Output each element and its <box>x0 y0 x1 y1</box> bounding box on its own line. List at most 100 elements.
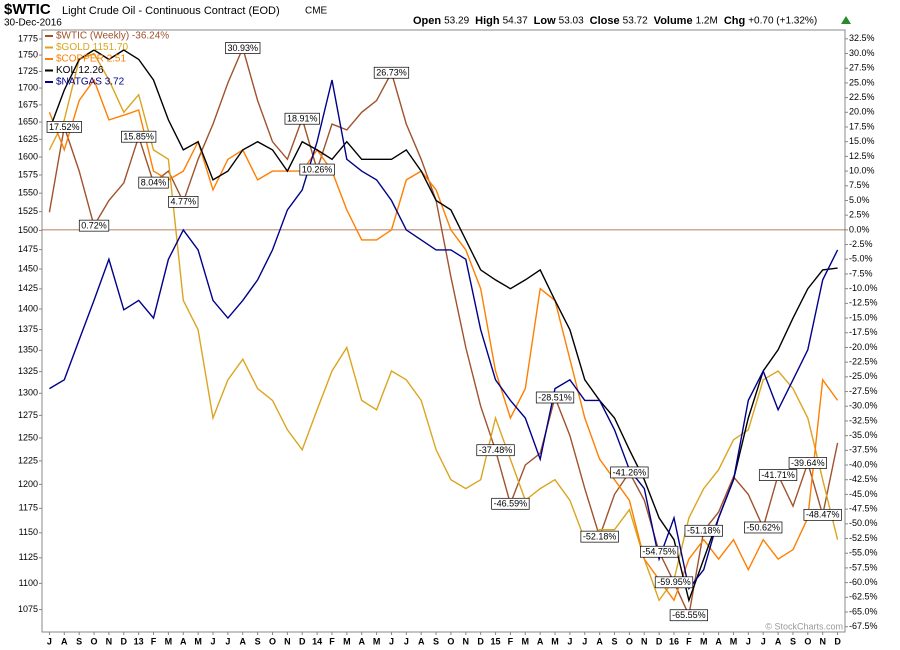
y2-tick-label: -40.0% <box>849 459 878 469</box>
quote-label: Volume <box>654 15 693 27</box>
x-tick-label: J <box>582 636 587 646</box>
x-tick-label: S <box>255 636 261 646</box>
y-tick-label: 1450 <box>18 263 38 273</box>
y2-tick-label: 7.5% <box>849 180 870 190</box>
x-tick-label: M <box>194 636 202 646</box>
value-label: -39.64% <box>791 458 825 468</box>
x-tick-label: M <box>165 636 173 646</box>
y2-tick-label: -12.5% <box>849 298 878 308</box>
value-label-box <box>744 521 783 534</box>
quote-value: 53.03 <box>559 16 584 27</box>
y-tick-label: 1375 <box>18 324 38 334</box>
y2-tick-label: 17.5% <box>849 121 875 131</box>
value-label-box <box>121 130 157 143</box>
y-tick-label: 1100 <box>19 578 38 588</box>
quote-label: Chg <box>724 15 745 27</box>
x-tick-label: F <box>686 636 692 646</box>
value-label-box <box>491 497 530 510</box>
value-label: -37.48% <box>479 445 513 455</box>
value-label: -54.75% <box>642 547 676 557</box>
value-label: 10.26% <box>302 164 333 174</box>
x-tick-label: M <box>343 636 351 646</box>
y-tick-label: 1525 <box>18 206 38 216</box>
x-tick-label: S <box>612 636 618 646</box>
y-tick-label: 1175 <box>19 503 38 513</box>
legend-label: $COPPER 2.51 <box>56 54 126 65</box>
x-tick-label: J <box>389 636 394 646</box>
x-tick-label: S <box>433 636 439 646</box>
value-label: -51.18% <box>687 526 721 536</box>
x-tick-label: M <box>700 636 708 646</box>
y2-tick-label: -32.5% <box>849 415 878 425</box>
y-tick-label: 1700 <box>18 82 38 92</box>
legend-label: $GOLD 1151.70 <box>56 42 129 53</box>
value-label: -46.59% <box>494 499 528 509</box>
y2-tick-label: 30.0% <box>849 48 875 58</box>
y2-tick-label: -67.5% <box>849 621 878 631</box>
y-tick-label: 1250 <box>18 432 38 442</box>
y2-tick-label: -5.0% <box>849 254 873 264</box>
y-tick-label: 1225 <box>18 455 38 465</box>
y2-tick-label: -65.0% <box>849 606 878 616</box>
x-tick-label: A <box>715 636 722 646</box>
y2-tick-label: 2.5% <box>849 210 870 220</box>
x-tick-label: A <box>358 636 365 646</box>
value-label: -52.18% <box>583 532 617 542</box>
y2-tick-label: -2.5% <box>849 239 873 249</box>
value-label: 26.73% <box>376 68 407 78</box>
x-tick-label: J <box>225 636 230 646</box>
x-tick-label: D <box>121 636 128 646</box>
x-tick-label: A <box>775 636 782 646</box>
quote-label: Open <box>413 15 441 27</box>
value-label: -41.26% <box>613 467 647 477</box>
y2-tick-label: 0.0% <box>849 224 870 234</box>
up-arrow <box>841 16 851 24</box>
y2-tick-label: -55.0% <box>849 548 878 558</box>
y-tick-label: 1400 <box>18 303 38 313</box>
series-line <box>48 52 839 602</box>
y2-tick-label: 27.5% <box>849 63 875 73</box>
y2-tick-label: 15.0% <box>849 136 875 146</box>
y2-tick-label: 10.0% <box>849 165 875 175</box>
y-tick-label: 1500 <box>18 225 38 235</box>
x-tick-label: A <box>596 636 603 646</box>
value-label-box <box>803 508 842 521</box>
y-tick-label: 1200 <box>18 479 38 489</box>
value-label: 17.52% <box>49 122 80 132</box>
y-tick-label: 1775 <box>18 33 38 43</box>
x-tick-label: J <box>47 636 52 646</box>
legend-label: $NATGAS 3.72 <box>56 77 125 88</box>
value-label-box <box>138 176 169 189</box>
y-tick-label: 1125 <box>19 552 38 562</box>
x-tick-label: M <box>373 636 381 646</box>
x-tick-label: O <box>447 636 454 646</box>
value-label-box <box>373 66 410 79</box>
x-tick-label: A <box>418 636 425 646</box>
y-tick-label: 1625 <box>18 134 38 144</box>
x-tick-label: A <box>240 636 247 646</box>
y2-tick-label: -50.0% <box>849 518 878 528</box>
x-tick-label: J <box>404 636 409 646</box>
x-tick-label: O <box>269 636 276 646</box>
value-label: -65.55% <box>672 610 706 620</box>
y2-tick-label: -22.5% <box>849 357 878 367</box>
value-label: -59.95% <box>657 577 691 587</box>
x-tick-label: N <box>463 636 470 646</box>
y-tick-label: 1300 <box>18 388 38 398</box>
y2-tick-label: -52.5% <box>849 533 878 543</box>
quote-label: Close <box>590 15 620 27</box>
y-tick-label: 1725 <box>18 66 38 76</box>
y-tick-label: 1750 <box>18 49 38 59</box>
y-tick-label: 1075 <box>18 604 38 614</box>
value-label-box <box>580 530 619 543</box>
date: 30-Dec-2016 <box>4 18 62 29</box>
legend-label: KOL 12.26 <box>56 65 104 76</box>
value-label-box <box>46 121 82 133</box>
value-label: -50.62% <box>746 522 780 532</box>
value-label: -28.51% <box>538 392 572 402</box>
y-tick-label: 1550 <box>18 188 38 198</box>
x-tick-label: O <box>91 636 98 646</box>
y2-tick-label: -10.0% <box>849 283 878 293</box>
